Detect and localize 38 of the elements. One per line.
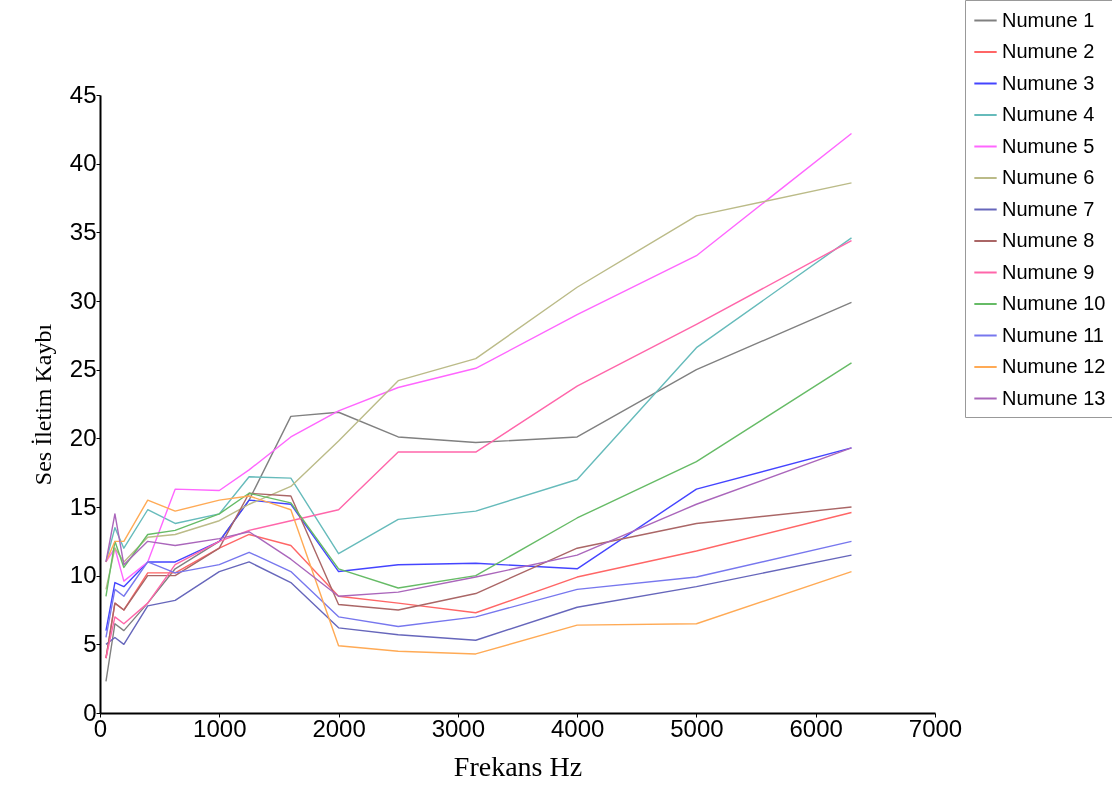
legend-label: Numune 11: [1002, 323, 1104, 346]
legend-label: Numune 4: [1002, 103, 1095, 125]
x-tick-label: 4000: [550, 714, 605, 742]
y-tick-label: 35: [69, 217, 97, 245]
legend-label: Numune 9: [1002, 260, 1095, 283]
line-series: [105, 301, 853, 683]
line-series: [105, 447, 853, 632]
line-series: [105, 239, 853, 659]
legend-label: Numune 6: [1002, 166, 1095, 188]
y-tick-label: 20: [69, 423, 97, 451]
x-tick-label: 5000: [670, 714, 724, 742]
y-tick-label: 5: [83, 629, 97, 657]
x-tick-label: 1000: [193, 714, 247, 742]
legend-label: Numune 1: [1002, 8, 1095, 31]
y-axis-title: Ses İletim Kaybı: [29, 323, 56, 486]
y-tick-label: 45: [69, 80, 97, 108]
line-series: [105, 554, 853, 646]
y-tick-label: 40: [69, 149, 97, 177]
y-tick-label: 15: [69, 492, 97, 520]
line-series: [105, 540, 853, 639]
legend-label: Numune 3: [1002, 71, 1095, 94]
y-tick-label: 10: [69, 561, 97, 589]
legend-label: Numune 7: [1002, 197, 1095, 220]
x-tick-label: 2000: [312, 714, 366, 742]
x-tick-label: 3000: [431, 714, 486, 742]
legend-label: Numune 13: [1002, 386, 1106, 409]
line-series: [105, 447, 853, 597]
x-axis-title: Frekans Hz: [453, 750, 583, 782]
legend-label: Numune 10: [1002, 292, 1106, 314]
x-tick-label: 7000: [908, 714, 963, 742]
line-series: [105, 362, 853, 597]
legend-label: Numune 5: [1002, 134, 1095, 157]
y-tick-label: 25: [69, 355, 97, 383]
x-tick-label: 6000: [789, 714, 843, 742]
y-tick-label: 30: [69, 286, 97, 314]
legend-label: Numune 12: [1002, 355, 1106, 377]
legend-label: Numune 2: [1002, 40, 1095, 62]
legend-label: Numune 8: [1002, 229, 1095, 251]
